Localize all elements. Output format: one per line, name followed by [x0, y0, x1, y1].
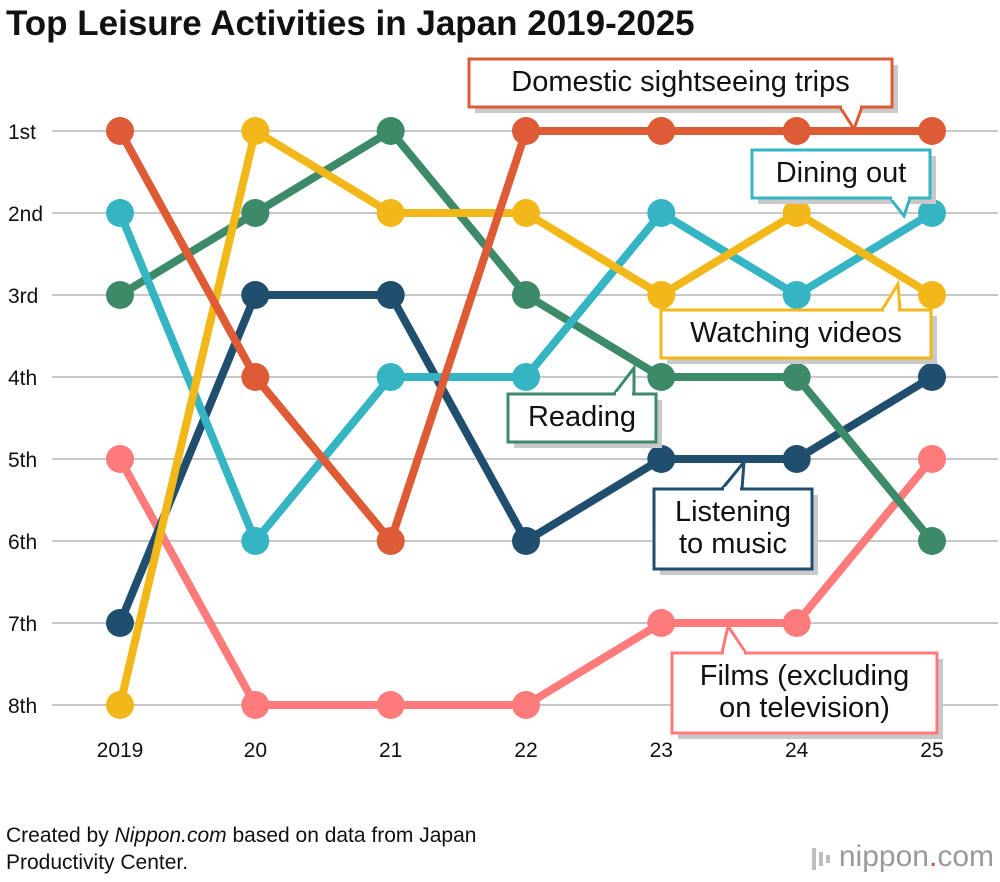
point-domestic-sightseeing-trips [376, 527, 405, 555]
x-tick-label: 22 [514, 739, 537, 762]
svg-text:on television): on television) [719, 692, 890, 724]
point-watching-videos [918, 281, 946, 309]
point-domestic-sightseeing-trips [512, 117, 540, 145]
point-reading [647, 363, 676, 391]
point-listening-to-music [918, 363, 946, 391]
point-reading [918, 527, 946, 555]
x-tick-label: 25 [920, 739, 943, 762]
y-tick-label: 6th [8, 531, 37, 554]
source-credit: Created by Nippon.com based on data from… [6, 822, 476, 876]
point-reading [376, 117, 405, 145]
point-reading [782, 363, 811, 391]
logo-right: com [937, 840, 994, 873]
point-dining-out [376, 363, 405, 391]
point-reading [512, 281, 540, 309]
x-tick-label: 20 [244, 739, 267, 762]
point-films-excluding-on-television [376, 691, 405, 719]
credit-prefix: Created by [6, 824, 115, 847]
point-listening-to-music [376, 281, 405, 309]
point-watching-videos [512, 199, 540, 227]
svg-text:Reading: Reading [528, 401, 636, 433]
point-watching-videos [782, 199, 811, 227]
credit-site: Nippon.com [114, 824, 227, 847]
point-films-excluding-on-television [918, 445, 946, 473]
point-dining-out [647, 199, 676, 227]
point-dining-out [512, 363, 540, 391]
label-dining-out: Dining out [750, 148, 936, 220]
point-domestic-sightseeing-trips [782, 117, 811, 145]
credit-line2: Productivity Center. [6, 851, 189, 874]
x-tick-label: 24 [785, 739, 809, 762]
y-tick-label: 3rd [8, 285, 38, 308]
point-domestic-sightseeing-trips [241, 363, 270, 391]
point-films-excluding-on-television [647, 609, 676, 637]
point-films-excluding-on-television [241, 691, 270, 719]
point-watching-videos [376, 199, 405, 227]
point-watching-videos [241, 117, 270, 145]
y-tick-label: 1st [8, 121, 36, 144]
x-tick-label: 23 [650, 739, 673, 762]
point-films-excluding-on-television [106, 445, 134, 473]
point-listening-to-music [512, 527, 540, 555]
point-listening-to-music [782, 445, 811, 473]
label-reading: Reading [506, 363, 662, 448]
point-watching-videos [106, 691, 134, 719]
x-tick-labels: 2019 20 21 22 23 24 25 [97, 739, 944, 762]
logo-left: nippon [838, 840, 929, 873]
point-listening-to-music [106, 609, 134, 637]
logo-dot: . [928, 840, 938, 873]
point-watching-videos [647, 281, 676, 309]
point-dining-out [106, 199, 134, 227]
svg-text:Watching videos: Watching videos [690, 317, 902, 349]
y-tick-labels: 1st 2nd 3rd 4th 5th 6th 7th 8th [8, 121, 43, 718]
svg-text:Listening: Listening [675, 496, 791, 528]
point-films-excluding-on-television [782, 609, 811, 637]
point-domestic-sightseeing-trips [647, 117, 676, 145]
point-films-excluding-on-television [512, 691, 540, 719]
x-tick-label: 2019 [97, 739, 144, 762]
svg-text:to music: to music [679, 528, 787, 560]
svg-text:Dining out: Dining out [776, 157, 907, 189]
point-dining-out [241, 527, 270, 555]
y-tick-label: 4th [8, 367, 37, 390]
svg-text:Films (excluding: Films (excluding [700, 660, 910, 692]
x-tick-label: 21 [379, 739, 402, 762]
point-dining-out [918, 199, 946, 227]
series-labels: Domestic sightseeing trips Dining out Watc… [467, 57, 943, 739]
y-tick-label: 2nd [8, 203, 43, 226]
series-points [106, 117, 946, 719]
point-listening-to-music [647, 445, 676, 473]
point-reading [241, 199, 270, 227]
point-dining-out [782, 281, 811, 309]
nippon-logo[interactable]: nippon.com [811, 840, 994, 875]
logo-bars-icon [811, 841, 833, 875]
y-tick-label: 5th [8, 449, 37, 472]
y-tick-label: 7th [8, 613, 37, 636]
credit-suffix: based on data from Japan [226, 824, 477, 847]
point-domestic-sightseeing-trips [106, 117, 134, 145]
point-listening-to-music [241, 281, 270, 309]
chart-title: Top Leisure Activities in Japan 2019-202… [6, 4, 695, 43]
point-domestic-sightseeing-trips [918, 117, 946, 145]
y-tick-label: 8th [8, 695, 37, 718]
label-watching-videos: Watching videos [659, 279, 937, 364]
svg-text:Domestic sightseeing trips: Domestic sightseeing trips [511, 66, 849, 98]
label-domestic-sightseeing-trips: Domestic sightseeing trips [467, 57, 898, 133]
point-reading [106, 281, 134, 309]
